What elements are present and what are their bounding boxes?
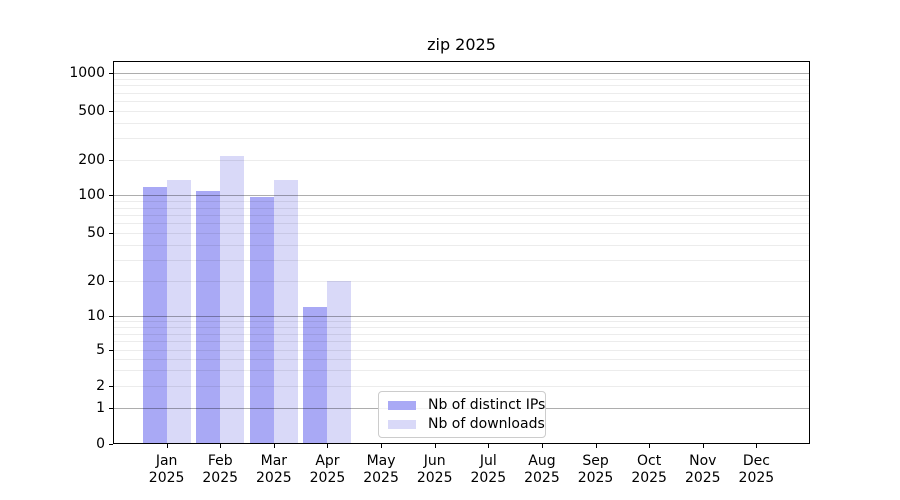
y-tick-mark (109, 350, 113, 352)
minor-gridline (114, 92, 809, 94)
y-tick-label: 5 (96, 342, 105, 359)
x-tick-mark (327, 444, 329, 448)
minor-gridline (114, 321, 809, 323)
x-tick-label: Sep 2025 (577, 453, 614, 486)
y-tick-label: 100 (78, 187, 105, 204)
minor-gridline (114, 122, 809, 124)
x-tick-mark (756, 444, 758, 448)
minor-gridline (114, 233, 809, 235)
legend-item-distinct-ips: Nb of distinct IPs (388, 397, 545, 413)
minor-gridline (114, 79, 809, 81)
bar-apr-downloads (327, 281, 352, 443)
minor-gridline (114, 327, 809, 329)
y-tick-label: 10 (87, 308, 105, 324)
y-tick-mark (109, 160, 113, 161)
x-tick-label: Oct 2025 (631, 453, 667, 486)
legend-swatch-downloads-icon (388, 419, 416, 429)
x-tick-label: Jan 2025 (148, 453, 185, 486)
minor-gridline (114, 160, 809, 161)
x-tick-mark (595, 444, 597, 448)
y-tick-label: 50 (87, 225, 105, 242)
legend-item-downloads: Nb of downloads (388, 416, 545, 432)
x-tick-label: May 2025 (363, 453, 399, 486)
x-tick-mark (488, 444, 490, 448)
x-tick-label: Feb 2025 (202, 453, 239, 486)
x-tick-mark (434, 444, 436, 448)
x-tick-label: Dec 2025 (738, 453, 775, 486)
x-tick-mark (541, 444, 543, 448)
x-tick-mark (702, 444, 704, 448)
y-tick-label: 200 (78, 152, 105, 168)
y-tick-mark (109, 444, 113, 445)
minor-gridline (114, 341, 809, 343)
y-tick-mark (109, 73, 113, 75)
minor-gridline (114, 386, 809, 387)
y-tick-label: 1000 (69, 65, 105, 82)
minor-gridline (114, 201, 809, 203)
y-tick-label: 2 (96, 378, 105, 394)
minor-gridline (114, 350, 809, 352)
x-tick-label: Nov 2025 (684, 453, 721, 486)
y-tick-label: 500 (78, 103, 105, 119)
y-tick-label: 20 (87, 273, 105, 289)
bar-mar-downloads (273, 180, 298, 443)
major-gridline (114, 73, 809, 75)
bar-mar-distinct-ips (249, 197, 274, 443)
x-tick-mark (381, 444, 383, 448)
x-tick-label: Aug 2025 (524, 453, 560, 486)
y-tick-mark (109, 195, 113, 197)
bar-feb-downloads (220, 156, 245, 443)
chart-title: zip 2025 (427, 35, 496, 54)
minor-gridline (114, 223, 809, 225)
minor-gridline (114, 358, 809, 360)
legend-label-distinct-ips: Nb of distinct IPs (428, 397, 546, 413)
bar-feb-distinct-ips (196, 191, 221, 443)
minor-gridline (114, 85, 809, 87)
x-tick-mark (166, 444, 168, 448)
y-tick-mark (109, 386, 113, 387)
minor-gridline (114, 207, 809, 209)
legend-label-downloads: Nb of downloads (428, 416, 545, 432)
minor-gridline (114, 333, 809, 335)
minor-gridline (114, 214, 809, 216)
x-tick-label: Jun 2025 (416, 453, 453, 486)
minor-gridline (114, 259, 809, 261)
x-tick-mark (273, 444, 275, 448)
minor-gridline (114, 138, 809, 140)
bar-apr-distinct-ips (303, 306, 328, 443)
minor-gridline (114, 244, 809, 246)
y-tick-mark (109, 233, 113, 235)
bar-jan-distinct-ips (142, 186, 167, 443)
legend: Nb of distinct IPs Nb of downloads (378, 391, 546, 438)
x-tick-label: Mar 2025 (256, 453, 292, 486)
x-tick-mark (649, 444, 651, 448)
x-tick-mark (220, 444, 222, 448)
legend-swatch-distinct-ips-icon (388, 400, 416, 410)
bar-jan-downloads (166, 180, 191, 443)
major-gridline (114, 195, 809, 197)
major-gridline (114, 316, 809, 317)
minor-gridline (114, 281, 809, 282)
x-tick-label: Apr 2025 (309, 453, 346, 486)
minor-gridline (114, 370, 809, 372)
y-tick-label: 1 (96, 400, 105, 416)
y-tick-label: 0 (96, 436, 105, 452)
x-tick-label: Jul 2025 (470, 453, 507, 486)
minor-gridline (114, 111, 809, 112)
y-tick-mark (109, 408, 113, 409)
minor-gridline (114, 101, 809, 103)
y-tick-mark (109, 111, 113, 112)
y-tick-mark (109, 316, 113, 317)
y-tick-mark (109, 281, 113, 282)
